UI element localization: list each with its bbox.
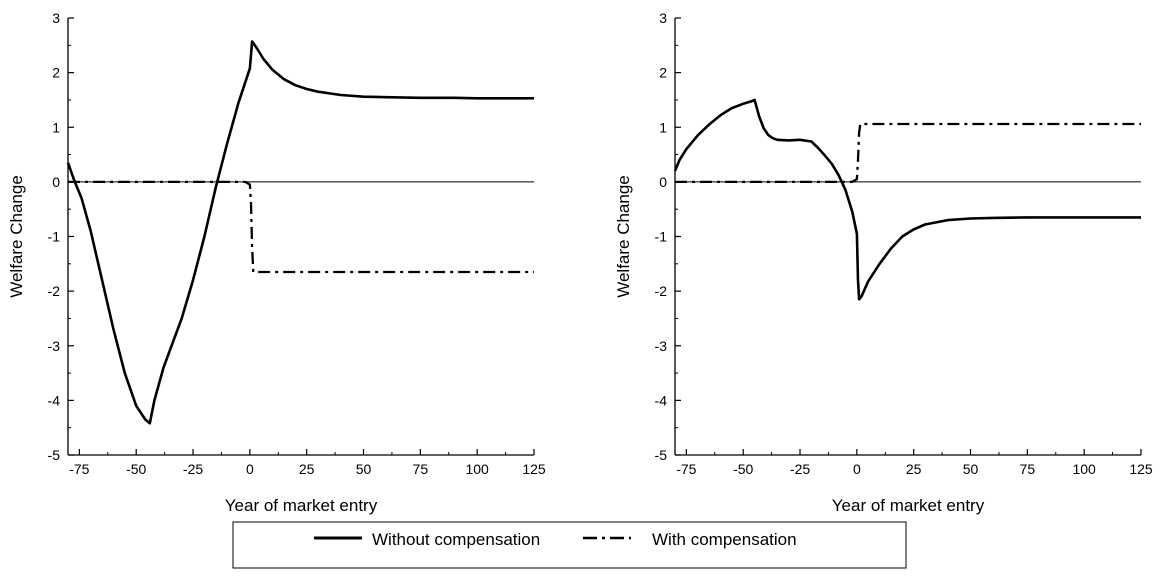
- y-axis-label: Welfare Change: [614, 175, 633, 298]
- y-tick-label: -4: [48, 392, 61, 408]
- y-tick-label: 2: [659, 65, 667, 81]
- y-tick-label: 1: [659, 119, 667, 135]
- x-tick-label: 25: [906, 461, 922, 477]
- y-tick-label: -2: [655, 283, 668, 299]
- y-tick-label: -1: [655, 229, 668, 245]
- legend: Without compensation With compensation: [232, 521, 907, 569]
- x-tick-label: 0: [853, 461, 861, 477]
- y-tick-label: 3: [52, 10, 60, 26]
- x-tick-label: -25: [183, 461, 203, 477]
- y-tick-label: 0: [52, 174, 60, 190]
- y-tick-label: -5: [655, 447, 668, 463]
- x-axis-label: Year of market entry: [832, 496, 985, 515]
- y-tick-label: 2: [52, 65, 60, 81]
- x-tick-label: 75: [413, 461, 429, 477]
- x-tick-label: 75: [1020, 461, 1036, 477]
- y-tick-label: -3: [655, 338, 668, 354]
- x-tick-label: 125: [1129, 461, 1153, 477]
- chart-right: -5 -4 -3 -2 -1 0 1 2 3 -75 -50 -25 0 25 50 75 100 125 Year…: [614, 10, 1153, 515]
- legend-box: [232, 521, 907, 569]
- x-tick-label: 100: [1072, 461, 1096, 477]
- y-tick-label: -4: [655, 392, 668, 408]
- y-tick-label: -5: [48, 447, 61, 463]
- x-tick-label: -50: [126, 461, 146, 477]
- series-line-without-compensation: [66, 40, 534, 425]
- x-tick-label: -75: [676, 461, 696, 477]
- legend-label-with-compensation: With compensation: [652, 530, 797, 549]
- chart-left: -5 -4 -3 -2 -1 0 1 2 3 -75 -50 -25 0 25 50 75 100 125 Year…: [7, 10, 546, 515]
- x-tick-label: 50: [963, 461, 979, 477]
- y-tick-label: -1: [48, 229, 61, 245]
- y-tick-label: 0: [659, 174, 667, 190]
- x-tick-label: 0: [246, 461, 254, 477]
- series-line-with-compensation: [68, 180, 534, 274]
- x-tick-label: 125: [522, 461, 546, 477]
- legend-label-without-compensation: Without compensation: [372, 530, 540, 549]
- y-tick-label: -2: [48, 283, 61, 299]
- x-axis-label: Year of market entry: [225, 496, 378, 515]
- x-tick-label: -25: [790, 461, 810, 477]
- series-line-without-compensation: [673, 98, 1141, 301]
- x-tick-label: -75: [69, 461, 89, 477]
- y-tick-label: 3: [659, 10, 667, 26]
- y-axis-label: Welfare Change: [7, 175, 26, 298]
- y-tick-label: 1: [52, 119, 60, 135]
- series-line-with-compensation: [675, 122, 1141, 184]
- y-tick-label: -3: [48, 338, 61, 354]
- x-tick-label: 50: [356, 461, 372, 477]
- x-tick-label: 25: [299, 461, 315, 477]
- x-tick-label: -50: [733, 461, 753, 477]
- x-tick-label: 100: [465, 461, 489, 477]
